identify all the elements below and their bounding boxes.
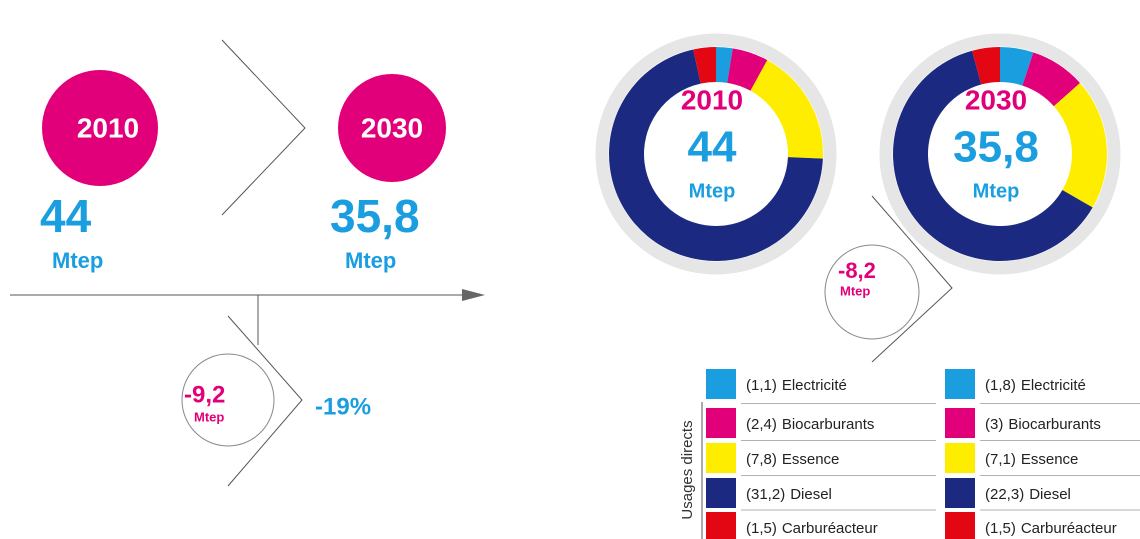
end-unit: Mtep <box>345 248 396 273</box>
start-unit: Mtep <box>52 248 103 273</box>
legend-name: Biocarburants <box>1008 416 1101 433</box>
outer-ring <box>595 33 837 275</box>
delta-value: -9,2 <box>184 381 225 408</box>
donut-segment <box>609 49 823 262</box>
donut-total: 35,8 <box>953 123 1039 172</box>
legend-label: (1,5) Carburéacteur <box>746 520 878 537</box>
legend-value: (7,8) <box>746 451 777 468</box>
chevron <box>871 195 953 363</box>
donut-segment <box>1000 47 1034 86</box>
end-year: 2030 <box>361 112 423 143</box>
legend-label: (1,8) Electricité <box>985 377 1086 394</box>
legend-swatch <box>706 478 736 508</box>
legend-label: (1,5) Carburéacteur <box>985 520 1117 537</box>
legend-name: Diesel <box>1029 486 1071 503</box>
legend-label: (22,3) Diesel <box>985 486 1071 503</box>
legend-label: (7,1) Essence <box>985 451 1078 468</box>
year-circle <box>338 74 446 182</box>
delta-percent: -19% <box>315 393 371 420</box>
donut-segment <box>892 50 1093 262</box>
donut-unit: Mtep <box>973 180 1020 202</box>
delta-unit: Mtep <box>194 409 224 424</box>
delta-circle <box>181 353 275 447</box>
chevron <box>221 39 306 216</box>
legend-name: Electricité <box>782 377 847 394</box>
legend-swatch <box>706 408 736 438</box>
donut-total: 44 <box>688 123 737 172</box>
legend-value: (7,1) <box>985 451 1016 468</box>
legend-name: Essence <box>782 451 840 468</box>
legend-name: Biocarburants <box>782 416 875 433</box>
delta-circle <box>824 244 920 340</box>
delta-unit: Mtep <box>840 283 870 298</box>
legend-value: (1,5) <box>985 520 1016 537</box>
legend-swatch <box>945 443 975 473</box>
donut-segment <box>693 47 716 84</box>
donut-segment <box>727 48 768 91</box>
donut-segment <box>1022 52 1081 107</box>
legend-name: Diesel <box>790 486 832 503</box>
legend-name: Electricité <box>1021 377 1086 394</box>
legend-swatch <box>945 408 975 438</box>
donut-year: 2010 <box>681 84 743 115</box>
donut-unit: Mtep <box>689 180 736 202</box>
legend-name: Carburéacteur <box>782 520 878 537</box>
chevron <box>227 315 303 487</box>
start-value: 44 <box>40 190 92 242</box>
donut-segment <box>716 47 733 83</box>
end-value: 35,8 <box>330 190 420 242</box>
legend-swatch <box>706 512 736 539</box>
donut-segment <box>1053 82 1107 208</box>
donut-year: 2030 <box>965 84 1027 115</box>
legend-swatch <box>945 369 975 399</box>
legend-value: (3) <box>985 416 1003 433</box>
legend-swatch <box>945 478 975 508</box>
legend-swatch <box>945 512 975 539</box>
start-year: 2010 <box>77 112 139 143</box>
legend-label: (31,2) Diesel <box>746 486 832 503</box>
legend-value: (31,2) <box>746 486 785 503</box>
legend-value: (2,4) <box>746 416 777 433</box>
donut-segment <box>972 47 1000 85</box>
legend-label: (2,4) Biocarburants <box>746 416 874 433</box>
legend-group: Usages directs <box>679 420 696 519</box>
outer-ring <box>879 33 1121 275</box>
legend-label: (1,1) Electricité <box>746 377 847 394</box>
legend-label: (7,8) Essence <box>746 451 839 468</box>
legend-name: Carburéacteur <box>1021 520 1117 537</box>
legend-value: (1,8) <box>985 377 1016 394</box>
delta-value: -8,2 <box>838 258 876 283</box>
arrow-head <box>462 289 485 301</box>
legend-value: (22,3) <box>985 486 1024 503</box>
year-circle <box>42 70 158 186</box>
legend-name: Essence <box>1021 451 1079 468</box>
legend-value: (1,1) <box>746 377 777 394</box>
legend-label: (3) Biocarburants <box>985 416 1101 433</box>
legend-swatch <box>706 443 736 473</box>
legend-value: (1,5) <box>746 520 777 537</box>
legend-swatch <box>706 369 736 399</box>
donut-segment <box>750 60 823 159</box>
